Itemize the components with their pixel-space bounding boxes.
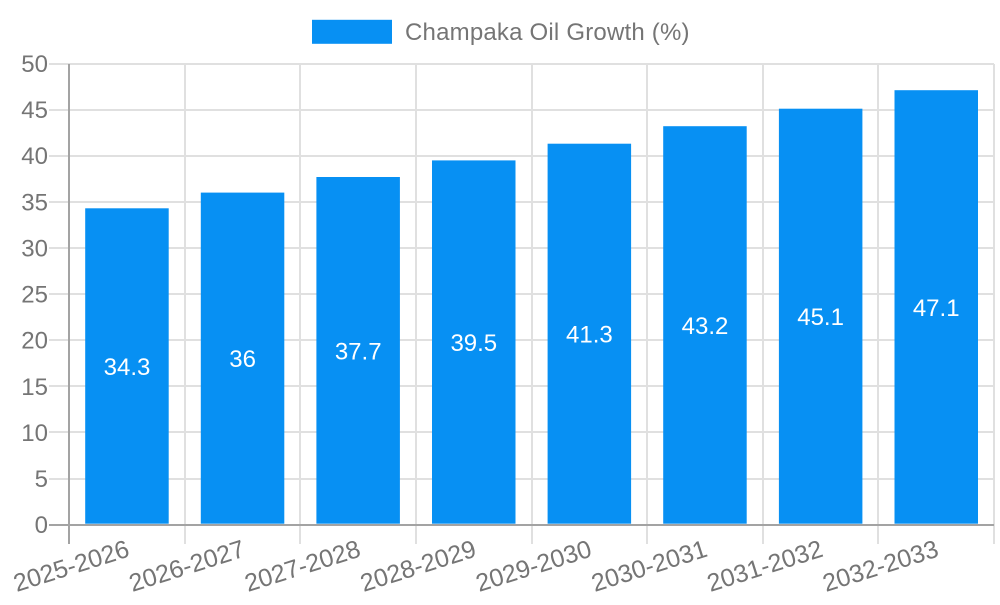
svg-text:0: 0 — [35, 512, 48, 539]
svg-text:45: 45 — [21, 97, 48, 124]
svg-text:Champaka Oil Growth (%): Champaka Oil Growth (%) — [405, 19, 690, 46]
svg-text:43.2: 43.2 — [682, 313, 729, 340]
svg-text:36: 36 — [229, 346, 256, 373]
svg-text:37.7: 37.7 — [335, 338, 382, 365]
svg-text:20: 20 — [21, 328, 48, 355]
svg-text:41.3: 41.3 — [566, 322, 613, 349]
svg-text:47.1: 47.1 — [913, 295, 960, 322]
svg-text:10: 10 — [21, 420, 48, 447]
svg-text:30: 30 — [21, 236, 48, 263]
svg-text:25: 25 — [21, 282, 48, 309]
svg-text:34.3: 34.3 — [104, 354, 151, 381]
svg-text:39.5: 39.5 — [450, 330, 497, 357]
svg-text:35: 35 — [21, 189, 48, 216]
svg-text:15: 15 — [21, 374, 48, 401]
svg-text:50: 50 — [21, 51, 48, 78]
svg-text:5: 5 — [35, 466, 48, 493]
svg-text:45.1: 45.1 — [797, 304, 844, 331]
svg-text:40: 40 — [21, 143, 48, 170]
